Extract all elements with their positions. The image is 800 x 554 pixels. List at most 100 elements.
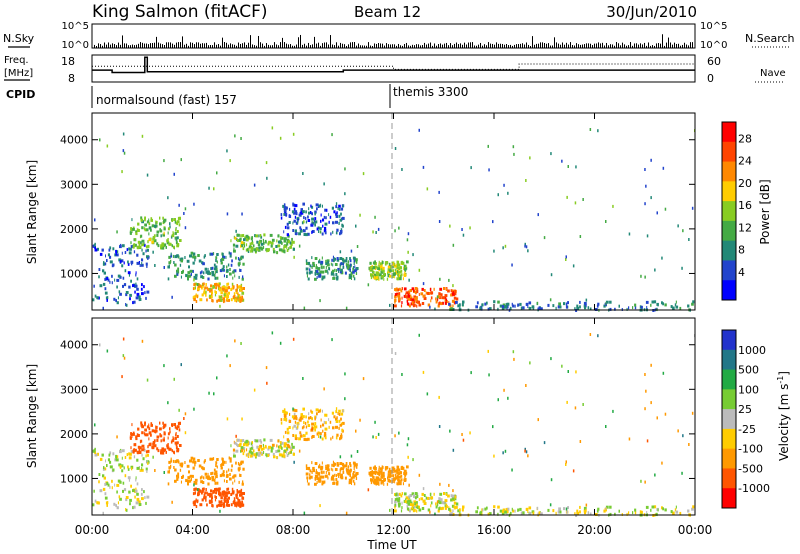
nsky-bar bbox=[102, 45, 103, 48]
nsky-bar bbox=[540, 42, 541, 48]
velocity-echo-cell bbox=[146, 453, 149, 457]
nsky-bar bbox=[426, 44, 427, 48]
power-echo-cell bbox=[220, 261, 223, 265]
nsky-bar bbox=[376, 43, 377, 48]
velocity-echo-cell bbox=[397, 467, 399, 471]
velocity-echo-cell bbox=[130, 484, 132, 488]
power-echo-cell bbox=[374, 273, 376, 277]
power-echo-cell bbox=[148, 222, 151, 226]
nsky-right-tick-top: 10^5 bbox=[700, 21, 727, 32]
power-echo-cell bbox=[319, 230, 322, 234]
power-echo-cell bbox=[165, 245, 167, 249]
velocity-echo-cell bbox=[394, 473, 397, 477]
velocity-echo-cell bbox=[634, 511, 637, 515]
velocity-echo-cell bbox=[335, 410, 338, 414]
power-echo-cell bbox=[258, 246, 260, 250]
velocity-echo-cell bbox=[579, 510, 581, 514]
velocity-echo-cell bbox=[427, 508, 431, 512]
velocity-echo-cell bbox=[156, 435, 159, 439]
velocity-echo-cell bbox=[104, 492, 107, 496]
power-echo-cell bbox=[575, 165, 577, 169]
power-echo-cell bbox=[265, 161, 268, 165]
power-echo-cell bbox=[394, 264, 397, 268]
velocity-echo-cell bbox=[168, 466, 171, 470]
velocity-echo-cell bbox=[341, 428, 344, 432]
velocity-echo-cell bbox=[141, 448, 144, 452]
velocity-echo-cell bbox=[292, 407, 294, 411]
velocity-echo-cell bbox=[116, 435, 118, 439]
power-echo-cell bbox=[399, 266, 402, 270]
power-echo-cell bbox=[662, 302, 664, 306]
power-echo-cell bbox=[453, 296, 457, 300]
velocity-echo-cell bbox=[171, 500, 173, 504]
power-echo-cell bbox=[355, 260, 358, 264]
nsky-bar bbox=[128, 45, 129, 48]
power-echo-cell bbox=[125, 291, 129, 294]
power-echo-cell bbox=[479, 306, 482, 310]
power-echo-cell bbox=[341, 223, 344, 227]
velocity-echo-cell bbox=[114, 458, 117, 462]
velocity-echo-cell bbox=[476, 506, 479, 510]
nsky-bar bbox=[100, 44, 101, 48]
power-echo-cell bbox=[160, 246, 163, 250]
velocity-echo-cell bbox=[216, 481, 219, 485]
power-echo-cell bbox=[250, 249, 252, 253]
velocity-echo-cell bbox=[135, 487, 137, 491]
power-echo-cell bbox=[326, 208, 328, 212]
power-echo-cell bbox=[172, 234, 175, 238]
velocity-echo-cell bbox=[218, 500, 220, 504]
nsky-bar bbox=[628, 45, 629, 48]
power-echo-cell bbox=[184, 256, 186, 259]
nsky-bar bbox=[340, 42, 341, 48]
power-echo-cell bbox=[121, 264, 124, 268]
power-echo-cell bbox=[283, 212, 286, 216]
velocity-echo-cell bbox=[193, 460, 197, 464]
power-colorbar-swatch bbox=[722, 260, 736, 281]
velocity-echo-cell bbox=[217, 487, 219, 491]
velocity-echo-cell bbox=[153, 439, 156, 443]
power-echo-cell bbox=[537, 213, 539, 217]
velocity-echo-cell bbox=[452, 509, 454, 513]
velocity-echo-cell bbox=[273, 455, 276, 459]
velocity-echo-cell bbox=[121, 456, 123, 460]
power-echo-cell bbox=[208, 186, 210, 190]
nsky-bar bbox=[466, 44, 467, 48]
nsky-bar bbox=[374, 43, 375, 48]
velocity-echo-cell bbox=[171, 449, 173, 453]
velocity-echo-cell bbox=[403, 469, 407, 473]
velocity-echo-cell bbox=[263, 446, 265, 450]
power-echo-cell bbox=[115, 299, 117, 303]
power-echo-cell bbox=[193, 295, 196, 299]
power-echo-cell bbox=[499, 304, 503, 308]
nsky-bar bbox=[166, 42, 167, 48]
power-echo-cell bbox=[109, 260, 113, 264]
power-echo-cell bbox=[582, 198, 584, 201]
power-echo-cell bbox=[287, 242, 289, 246]
nsky-bar bbox=[146, 43, 147, 48]
nsky-bar bbox=[454, 43, 455, 48]
velocity-echo-cell bbox=[178, 421, 181, 425]
power-echo-cell bbox=[445, 296, 447, 300]
velocity-echo-cell bbox=[454, 495, 457, 499]
power-echo-cell bbox=[253, 183, 256, 187]
power-echo-cell bbox=[333, 259, 335, 263]
power-echo-cell bbox=[211, 273, 215, 277]
power-echo-cell bbox=[230, 263, 233, 267]
power-echo-cell bbox=[109, 255, 112, 259]
velocity-echo-cell bbox=[287, 447, 289, 451]
power-echo-cell bbox=[293, 255, 295, 259]
power-echo-cell bbox=[204, 254, 206, 258]
power-echo-cell bbox=[139, 241, 142, 245]
velocity-echo-cell bbox=[136, 433, 139, 437]
nsky-bar bbox=[502, 43, 503, 48]
velocity-echo-cell bbox=[671, 510, 673, 514]
velocity-echo-cell bbox=[180, 480, 182, 484]
velocity-echo-cell bbox=[430, 501, 433, 505]
power-echo-cell bbox=[137, 240, 141, 244]
nsky-bar bbox=[182, 36, 183, 48]
power-echo-cell bbox=[175, 241, 178, 245]
power-echo-cell bbox=[528, 307, 532, 310]
power-echo-cell bbox=[342, 265, 345, 269]
nsky-bar bbox=[442, 44, 443, 48]
nsky-bar bbox=[224, 42, 225, 48]
